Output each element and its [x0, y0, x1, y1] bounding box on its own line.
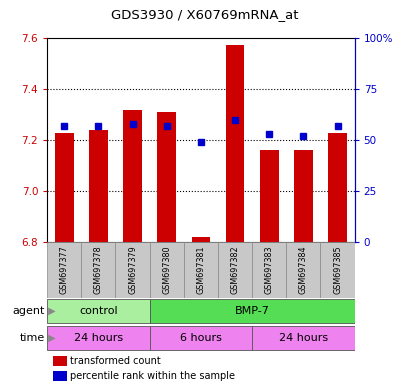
- Bar: [183, 242, 218, 298]
- Text: GDS3930 / X60769mRNA_at: GDS3930 / X60769mRNA_at: [111, 8, 298, 21]
- Bar: [115, 242, 149, 298]
- Text: agent: agent: [13, 306, 45, 316]
- Bar: [47, 326, 149, 350]
- Bar: [149, 299, 354, 323]
- Bar: [55, 132, 74, 242]
- Text: GSM697381: GSM697381: [196, 245, 205, 294]
- Bar: [157, 112, 176, 242]
- Bar: [53, 371, 67, 381]
- Text: 24 hours: 24 hours: [278, 333, 327, 343]
- Text: GSM697384: GSM697384: [298, 245, 307, 294]
- Text: GSM697383: GSM697383: [264, 245, 273, 294]
- Bar: [149, 326, 252, 350]
- Text: BMP-7: BMP-7: [234, 306, 269, 316]
- Text: 24 hours: 24 hours: [74, 333, 123, 343]
- Bar: [123, 109, 142, 242]
- Text: GSM697385: GSM697385: [332, 245, 341, 294]
- Bar: [320, 242, 354, 298]
- Text: percentile rank within the sample: percentile rank within the sample: [70, 371, 235, 381]
- Bar: [191, 237, 210, 242]
- Text: GSM697382: GSM697382: [230, 245, 239, 294]
- Bar: [252, 326, 354, 350]
- Text: GSM697380: GSM697380: [162, 245, 171, 294]
- Bar: [293, 150, 312, 242]
- Bar: [81, 242, 115, 298]
- Bar: [218, 242, 252, 298]
- Text: 6 hours: 6 hours: [180, 333, 221, 343]
- Text: GSM697377: GSM697377: [60, 245, 69, 294]
- Text: ▶: ▶: [45, 333, 56, 343]
- Bar: [225, 45, 244, 242]
- Text: GSM697378: GSM697378: [94, 245, 103, 294]
- Bar: [285, 242, 320, 298]
- Bar: [327, 132, 346, 242]
- Text: ▶: ▶: [45, 306, 56, 316]
- Bar: [149, 242, 183, 298]
- Bar: [53, 356, 67, 366]
- Text: transformed count: transformed count: [70, 356, 161, 366]
- Bar: [47, 242, 81, 298]
- Text: control: control: [79, 306, 117, 316]
- Bar: [47, 299, 149, 323]
- Text: time: time: [20, 333, 45, 343]
- Bar: [259, 150, 278, 242]
- Bar: [89, 130, 108, 242]
- Text: GSM697379: GSM697379: [128, 245, 137, 294]
- Bar: [252, 242, 285, 298]
